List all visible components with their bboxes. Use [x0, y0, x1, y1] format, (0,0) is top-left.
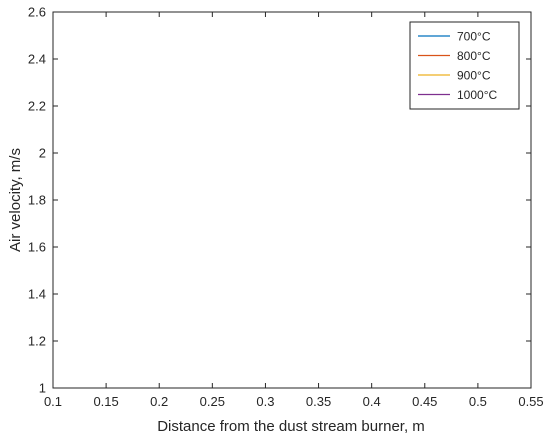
y-tick-label: 1	[39, 381, 46, 396]
legend: 700°C 800°C 900°C 1000°C	[409, 21, 520, 110]
y-tick-label: 2.2	[28, 99, 46, 114]
x-axis-title: Distance from the dust stream burner, m	[157, 418, 425, 435]
x-tick-label: 0.35	[306, 394, 331, 409]
x-tick-label: 0.2	[150, 394, 168, 409]
legend-label-1: 800°C	[457, 49, 491, 63]
y-tick-label: 2.4	[28, 52, 46, 67]
y-tick-label: 1.2	[28, 334, 46, 349]
x-tick-label: 0.15	[93, 394, 118, 409]
legend-label-0: 700°C	[457, 30, 491, 44]
x-tick-label: 0.5	[469, 394, 487, 409]
x-tick-label: 0.4	[363, 394, 381, 409]
y-tick-label: 1.4	[28, 287, 46, 302]
x-tick-label: 0.55	[518, 394, 543, 409]
legend-label-3: 1000°C	[457, 88, 497, 102]
y-axis-title: Air velocity, m/s	[7, 148, 24, 252]
y-tick-label: 1.8	[28, 193, 46, 208]
y-tick-label: 2	[39, 146, 46, 161]
x-tick-label: 0.1	[44, 394, 62, 409]
x-tick-label: 0.45	[412, 394, 437, 409]
x-tick-label: 0.25	[200, 394, 225, 409]
x-tick-label: 0.3	[256, 394, 274, 409]
y-tick-label: 1.6	[28, 240, 46, 255]
legend-label-2: 900°C	[457, 69, 491, 83]
y-tick-label: 2.6	[28, 5, 46, 20]
